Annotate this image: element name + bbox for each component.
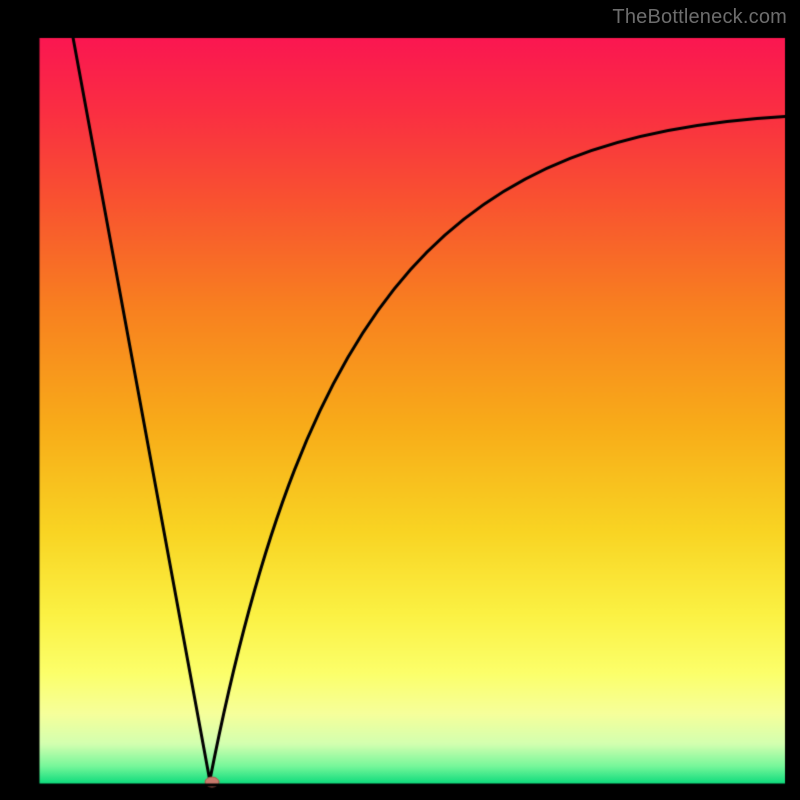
watermark-text: TheBottleneck.com: [612, 6, 787, 29]
chart-stage: TheBottleneck.com: [0, 0, 800, 800]
bottleneck-curve-chart: [0, 0, 800, 800]
